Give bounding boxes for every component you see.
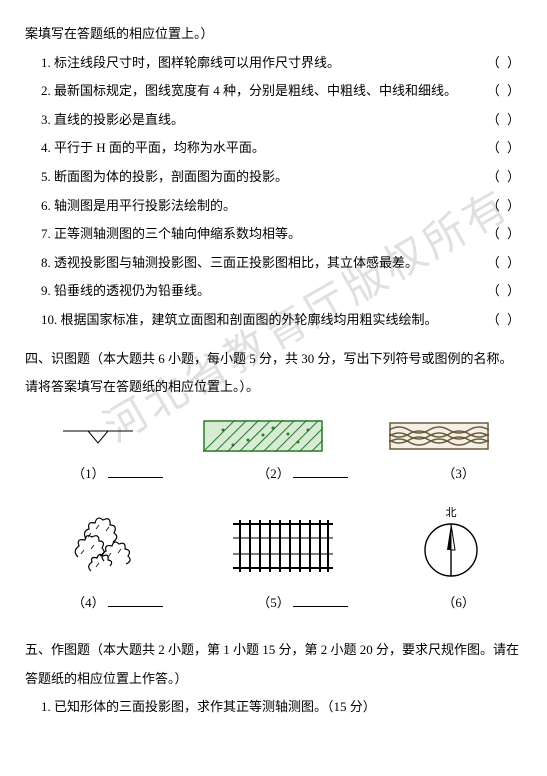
answer-paren: （ ） — [477, 163, 522, 192]
question-row: 10. 根据国家标准，建筑立面图和剖面图的外轮廓线均用粗实线绘制。 （ ） — [25, 306, 522, 335]
answer-paren: （ ） — [477, 220, 522, 249]
answer-blank — [108, 464, 163, 478]
question-text: 2. 最新国标规定，图线宽度有 4 种，分别是粗线、中粗线、中线和细线。 — [41, 77, 477, 106]
question-text: 5. 断面图为体的投影，剖面图为面的投影。 — [41, 163, 477, 192]
section4-heading: 四、识图题（本大题共 6 小题，每小题 5 分，共 30 分，写出下列符号或图例… — [25, 345, 522, 402]
answer-paren: （ ） — [477, 77, 522, 106]
figure-label: （2） — [257, 466, 290, 481]
figure-row-2: 北 — [25, 506, 522, 581]
question-text: 9. 铅垂线的透视仍为铅垂线。 — [41, 277, 477, 306]
section5-heading: 五、作图题（本大题共 2 小题，第 1 小题 15 分，第 2 小题 20 分，… — [25, 636, 522, 693]
answer-paren: （ ） — [477, 134, 522, 163]
figure-label: （5） — [257, 595, 290, 610]
answer-blank — [108, 593, 163, 607]
figure-5-fence-icon — [228, 514, 338, 574]
question-text: 8. 透视投影图与轴测投影图、三面正投影图相比，其立体感最差。 — [41, 249, 477, 278]
question-row: 8. 透视投影图与轴测投影图、三面正投影图相比，其立体感最差。 （ ） — [25, 249, 522, 278]
question-text: 3. 直线的投影必是直线。 — [41, 106, 477, 135]
question-text: 6. 轴测图是用平行投影法绘制的。 — [41, 192, 477, 221]
figure-2-hatch-icon — [203, 420, 323, 452]
answer-paren: （ ） — [477, 192, 522, 221]
question-text: 10. 根据国家标准，建筑立面图和剖面图的外轮廓线均用粗实线绘制。 — [41, 306, 477, 335]
answer-paren: （ ） — [477, 277, 522, 306]
figure-row-1 — [25, 420, 522, 452]
section5-q1: 1. 已知形体的三面投影图，求作其正等测轴测图。（15 分） — [25, 693, 522, 722]
question-row: 6. 轴测图是用平行投影法绘制的。 （ ） — [25, 192, 522, 221]
figure-label: （3） — [442, 466, 475, 481]
figure-3-weave-icon — [389, 422, 489, 450]
question-row: 3. 直线的投影必是直线。 （ ） — [25, 106, 522, 135]
question-row: 4. 平行于 H 面的平面，均称为水平面。 （ ） — [25, 134, 522, 163]
question-text: 1. 标注线段尺寸时，图样轮廓线可以用作尺寸界线。 — [41, 49, 477, 78]
answer-blank — [293, 464, 348, 478]
question-row: 1. 标注线段尺寸时，图样轮廓线可以用作尺寸界线。 （ ） — [25, 49, 522, 78]
question-row: 7. 正等测轴测图的三个轴向伸缩系数均相等。 （ ） — [25, 220, 522, 249]
answer-blank — [293, 593, 348, 607]
figure-label: （4） — [72, 595, 105, 610]
answer-paren: （ ） — [477, 249, 522, 278]
answer-paren: （ ） — [477, 306, 522, 335]
question-row: 9. 铅垂线的透视仍为铅垂线。 （ ） — [25, 277, 522, 306]
question-text: 4. 平行于 H 面的平面，均称为水平面。 — [41, 134, 477, 163]
figure-4-shrub-icon — [66, 509, 146, 579]
figure-1-triangle-icon — [58, 421, 138, 451]
answer-paren: （ ） — [477, 49, 522, 78]
figure-label: （6） — [442, 595, 475, 610]
intro-line: 案填写在答题纸的相应位置上。） — [25, 20, 522, 49]
figure-label: （1） — [72, 466, 105, 481]
answer-paren: （ ） — [477, 106, 522, 135]
question-row: 2. 最新国标规定，图线宽度有 4 种，分别是粗线、中粗线、中线和细线。 （ ） — [25, 77, 522, 106]
figure-6-compass-icon: 北 — [421, 506, 481, 581]
question-text: 7. 正等测轴测图的三个轴向伸缩系数均相等。 — [41, 220, 477, 249]
compass-north-label: 北 — [445, 506, 456, 519]
question-row: 5. 断面图为体的投影，剖面图为面的投影。 （ ） — [25, 163, 522, 192]
label-row-1: （1） （2） （3） — [25, 460, 522, 489]
label-row-2: （4） （5） （6） — [25, 589, 522, 618]
